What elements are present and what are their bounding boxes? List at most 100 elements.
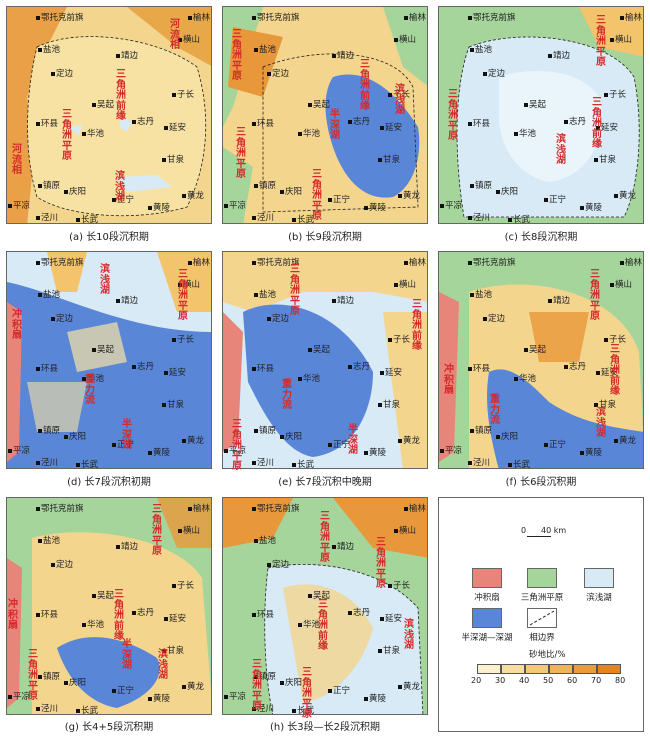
facies-delta-front-label: 三角洲前缘 [412, 299, 422, 352]
city-label: 镇原 [38, 182, 60, 191]
city-name: 定边 [272, 560, 290, 570]
city-name: 庆阳 [501, 187, 519, 197]
city-dot-icon [162, 648, 166, 653]
city-name: 庆阳 [69, 432, 87, 442]
city-label: 志丹 [132, 118, 154, 127]
city-name: 吴起 [313, 345, 331, 355]
sand-ratio-cell [477, 664, 501, 674]
city-dot-icon [470, 47, 474, 52]
city-dot-icon [112, 442, 116, 447]
city-label: 黄陵 [148, 695, 170, 704]
city-label: 华池 [82, 130, 104, 139]
city-label: 吴起 [524, 346, 546, 355]
city-dot-icon [394, 37, 398, 42]
city-dot-icon [148, 696, 152, 701]
city-dot-icon [596, 125, 600, 130]
city-label: 平凉 [8, 202, 30, 211]
city-label: 甘泉 [594, 401, 616, 410]
city-dot-icon [380, 616, 384, 621]
city-label: 鄂托克前旗 [252, 259, 300, 268]
city-name: 黄陵 [153, 203, 171, 213]
city-dot-icon [252, 612, 256, 617]
city-name: 黄陵 [369, 694, 387, 704]
city-name: 正宁 [333, 195, 351, 205]
city-dot-icon [36, 506, 40, 511]
city-label: 延安 [380, 369, 402, 378]
city-dot-icon [252, 260, 256, 265]
city-label: 镇原 [38, 427, 60, 436]
city-name: 甘泉 [383, 155, 401, 165]
facies-shore-label: 滨浅湖 [158, 649, 168, 681]
city-dot-icon [398, 438, 402, 443]
city-name: 华池 [303, 129, 321, 139]
city-name: 甘泉 [167, 400, 185, 410]
city-name: 长武 [513, 460, 531, 470]
caption-d: (d) 长7段沉积初期 [67, 477, 151, 488]
city-label: 黄龙 [614, 437, 636, 446]
city-dot-icon [36, 121, 40, 126]
city-name: 环县 [257, 364, 275, 374]
city-dot-icon [64, 189, 68, 194]
city-name: 长武 [297, 215, 315, 225]
panel-b-map [222, 6, 428, 224]
city-label: 甘泉 [378, 401, 400, 410]
city-name: 黄龙 [187, 436, 205, 446]
city-label: 定边 [51, 70, 73, 79]
city-name: 平凉 [13, 446, 31, 456]
caption-g: (g) 长4+5段沉积期 [64, 722, 154, 733]
city-label: 子长 [172, 91, 194, 100]
city-dot-icon [267, 562, 271, 567]
city-dot-icon [508, 217, 512, 222]
city-label: 平凉 [440, 447, 462, 456]
city-name: 长武 [297, 460, 315, 470]
city-label: 横山 [178, 36, 200, 45]
panel-c-map [438, 6, 644, 224]
city-name: 定边 [272, 314, 290, 324]
city-name: 子长 [177, 335, 195, 345]
city-dot-icon [252, 215, 256, 220]
city-name: 平凉 [229, 446, 247, 456]
city-dot-icon [348, 364, 352, 369]
city-dot-icon [38, 538, 42, 543]
city-dot-icon [468, 460, 472, 465]
city-name: 子长 [393, 90, 411, 100]
sand-ratio-cell [549, 664, 573, 674]
city-dot-icon [468, 215, 472, 220]
city-label: 榆林 [620, 14, 642, 23]
city-dot-icon [188, 15, 192, 20]
city-dot-icon [483, 316, 487, 321]
legend-swatch-deep [472, 608, 502, 628]
city-label: 盐池 [254, 291, 276, 300]
city-label: 正宁 [544, 441, 566, 450]
city-label: 盐池 [38, 291, 60, 300]
city-label: 庆阳 [280, 188, 302, 197]
city-name: 志丹 [137, 117, 155, 127]
city-label: 子长 [604, 336, 626, 345]
city-dot-icon [544, 442, 548, 447]
city-label: 子长 [388, 91, 410, 100]
caption-e: (e) 长7段沉积中晚期 [278, 477, 372, 488]
city-name: 庆阳 [285, 432, 303, 442]
facies-fan-label: 冲积扇 [8, 599, 18, 631]
city-name: 延安 [385, 614, 403, 624]
city-name: 盐池 [43, 290, 61, 300]
city-name: 吴起 [313, 591, 331, 601]
city-label: 庆阳 [64, 188, 86, 197]
city-dot-icon [394, 282, 398, 287]
city-name: 延安 [601, 123, 619, 133]
city-name: 吴起 [529, 100, 547, 110]
city-dot-icon [328, 442, 332, 447]
city-name: 平凉 [445, 201, 463, 211]
city-name: 平凉 [13, 201, 31, 211]
city-label: 镇原 [470, 182, 492, 191]
city-name: 盐池 [259, 536, 277, 546]
city-name: 平凉 [229, 692, 247, 702]
city-label: 泾川 [36, 214, 58, 223]
city-label: 盐池 [38, 537, 60, 546]
city-label: 吴起 [92, 346, 114, 355]
city-label: 榆林 [188, 505, 210, 514]
city-label: 正宁 [112, 196, 134, 205]
city-dot-icon [252, 15, 256, 20]
city-label: 泾川 [468, 459, 490, 468]
city-label: 靖边 [116, 52, 138, 61]
